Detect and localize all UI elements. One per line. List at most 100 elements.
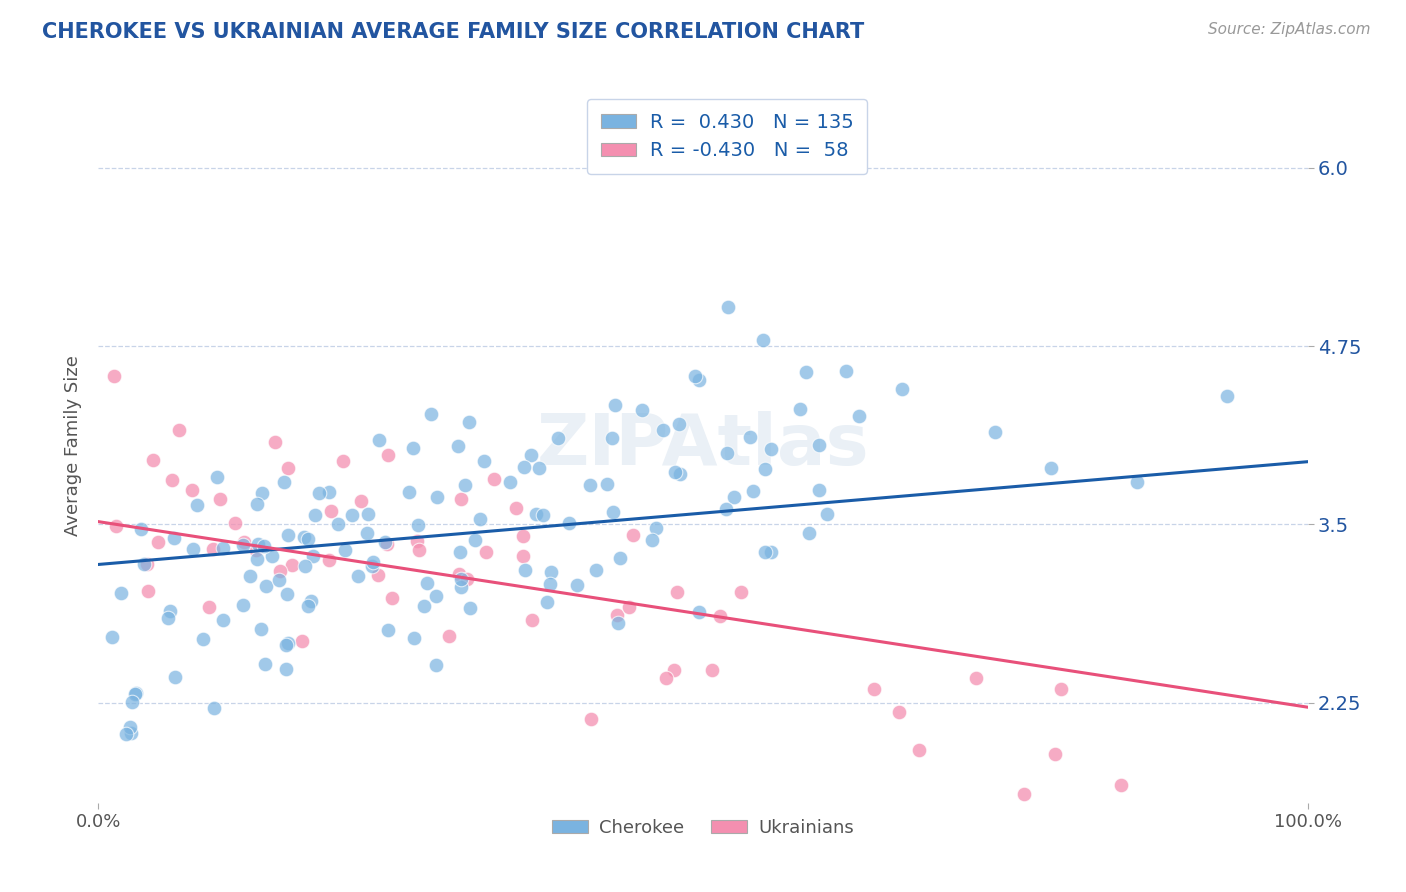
Point	[205, 470, 228, 484]
Point	[799, 525, 821, 540]
Point	[513, 563, 536, 577]
Point	[585, 563, 607, 577]
Point	[558, 516, 581, 530]
Point	[132, 557, 155, 571]
Point	[281, 558, 304, 572]
Point	[965, 671, 987, 685]
Point	[115, 726, 138, 740]
Point	[449, 544, 471, 558]
Text: CHEROKEE VS UKRAINIAN AVERAGE FAMILY SIZE CORRELATION CHART: CHEROKEE VS UKRAINIAN AVERAGE FAMILY SIZ…	[42, 22, 865, 42]
Point	[688, 605, 710, 619]
Point	[623, 528, 645, 542]
Point	[815, 507, 838, 521]
Point	[645, 521, 668, 535]
Point	[146, 534, 169, 549]
Point	[361, 555, 384, 569]
Point	[1049, 681, 1071, 696]
Point	[377, 623, 399, 637]
Point	[254, 579, 277, 593]
Point	[664, 465, 686, 479]
Point	[277, 461, 299, 475]
Point	[794, 364, 817, 378]
Point	[357, 507, 380, 521]
Point	[361, 559, 384, 574]
Point	[197, 600, 219, 615]
Point	[420, 407, 443, 421]
Point	[602, 505, 624, 519]
Point	[377, 449, 399, 463]
Point	[269, 565, 291, 579]
Point	[186, 498, 208, 512]
Point	[406, 517, 429, 532]
Point	[291, 633, 314, 648]
Point	[520, 613, 543, 627]
Point	[609, 551, 631, 566]
Point	[142, 453, 165, 467]
Point	[292, 530, 315, 544]
Point	[408, 542, 430, 557]
Point	[273, 475, 295, 490]
Point	[162, 473, 184, 487]
Y-axis label: Average Family Size: Average Family Size	[63, 356, 82, 536]
Point	[887, 705, 910, 719]
Point	[260, 549, 283, 564]
Point	[579, 712, 602, 726]
Point	[124, 687, 146, 701]
Point	[252, 485, 274, 500]
Point	[709, 609, 731, 624]
Point	[848, 409, 870, 423]
Point	[547, 431, 569, 445]
Point	[368, 434, 391, 448]
Point	[181, 483, 204, 498]
Point	[181, 542, 204, 557]
Point	[761, 545, 783, 559]
Point	[304, 508, 326, 523]
Point	[655, 671, 678, 685]
Point	[606, 607, 628, 622]
Point	[605, 398, 627, 412]
Point	[246, 537, 269, 551]
Point	[450, 580, 472, 594]
Point	[367, 568, 389, 582]
Point	[602, 431, 624, 445]
Legend: Cherokee, Ukrainians: Cherokee, Ukrainians	[546, 812, 860, 844]
Point	[356, 525, 378, 540]
Point	[665, 585, 688, 599]
Point	[450, 491, 472, 506]
Point	[538, 576, 561, 591]
Point	[723, 490, 745, 504]
Point	[464, 533, 486, 548]
Point	[425, 589, 447, 603]
Point	[450, 572, 472, 586]
Point	[668, 417, 690, 431]
Point	[212, 541, 235, 555]
Point	[527, 460, 550, 475]
Point	[250, 622, 273, 636]
Point	[617, 600, 640, 615]
Point	[579, 478, 602, 492]
Point	[381, 591, 404, 606]
Point	[662, 663, 685, 677]
Point	[340, 508, 363, 522]
Point	[808, 437, 831, 451]
Point	[984, 425, 1007, 439]
Point	[759, 442, 782, 457]
Point	[377, 537, 399, 551]
Point	[120, 726, 142, 740]
Point	[565, 578, 588, 592]
Point	[246, 552, 269, 566]
Text: Source: ZipAtlas.com: Source: ZipAtlas.com	[1208, 22, 1371, 37]
Point	[512, 529, 534, 543]
Point	[834, 364, 856, 378]
Point	[100, 630, 122, 644]
Point	[437, 629, 460, 643]
Point	[498, 475, 520, 489]
Point	[297, 532, 319, 546]
Point	[652, 423, 675, 437]
Point	[129, 522, 152, 536]
Point	[740, 430, 762, 444]
Point	[1216, 389, 1239, 403]
Point	[120, 720, 142, 734]
Point	[163, 670, 186, 684]
Point	[252, 539, 274, 553]
